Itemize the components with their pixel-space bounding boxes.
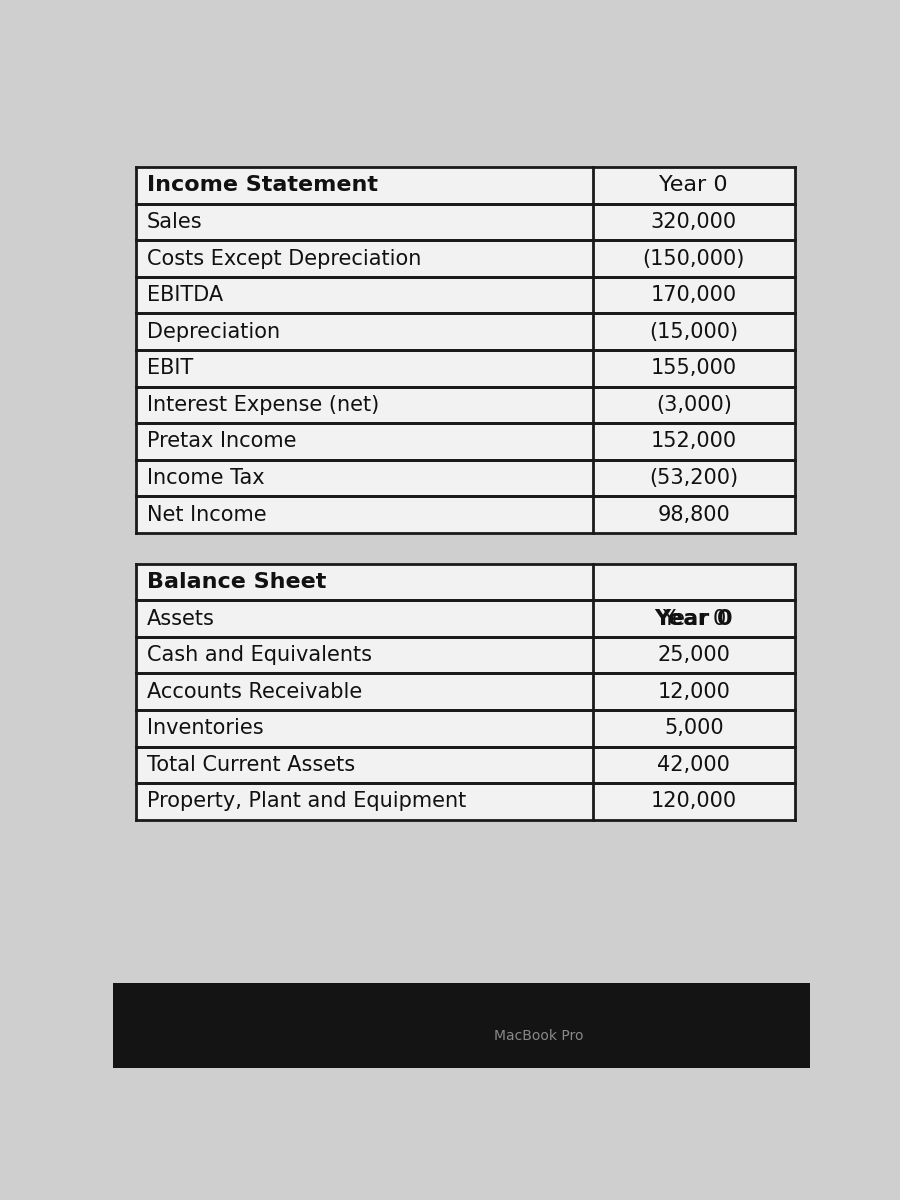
- Bar: [136, 637, 795, 673]
- Text: 320,000: 320,000: [651, 212, 737, 232]
- Text: (3,000): (3,000): [656, 395, 732, 415]
- Bar: [136, 600, 795, 637]
- Text: 42,000: 42,000: [657, 755, 730, 775]
- Text: (150,000): (150,000): [643, 248, 745, 269]
- Bar: [136, 386, 795, 424]
- Text: Year 0: Year 0: [654, 608, 733, 629]
- Bar: [136, 313, 795, 350]
- Text: Sales: Sales: [147, 212, 202, 232]
- Text: (53,200): (53,200): [649, 468, 738, 488]
- Text: Property, Plant and Equipment: Property, Plant and Equipment: [147, 791, 466, 811]
- Text: Cash and Equivalents: Cash and Equivalents: [147, 646, 372, 665]
- Bar: [136, 746, 795, 784]
- Bar: [136, 240, 795, 277]
- Text: Interest Expense (net): Interest Expense (net): [147, 395, 379, 415]
- Text: Total Current Assets: Total Current Assets: [147, 755, 355, 775]
- Bar: [136, 784, 795, 820]
- Text: Income Tax: Income Tax: [147, 468, 265, 488]
- Text: 98,800: 98,800: [657, 504, 730, 524]
- Text: 25,000: 25,000: [657, 646, 730, 665]
- Text: Year 0: Year 0: [660, 175, 728, 196]
- Bar: [136, 167, 795, 204]
- Bar: [136, 673, 795, 710]
- Bar: [136, 710, 795, 746]
- Text: Inventories: Inventories: [147, 719, 263, 738]
- Text: 152,000: 152,000: [651, 432, 737, 451]
- Bar: [112, 983, 810, 1068]
- Text: Assets: Assets: [147, 608, 214, 629]
- Bar: [136, 350, 795, 386]
- Bar: [136, 564, 795, 600]
- Text: 120,000: 120,000: [651, 791, 737, 811]
- Bar: [136, 204, 795, 240]
- Bar: [136, 460, 795, 497]
- Text: Costs Except Depreciation: Costs Except Depreciation: [147, 248, 421, 269]
- Text: (15,000): (15,000): [649, 322, 738, 342]
- Text: 170,000: 170,000: [651, 286, 737, 305]
- Bar: [136, 424, 795, 460]
- Bar: [136, 497, 795, 533]
- Text: Accounts Receivable: Accounts Receivable: [147, 682, 362, 702]
- Bar: [136, 277, 795, 313]
- Text: 12,000: 12,000: [657, 682, 730, 702]
- Text: 155,000: 155,000: [651, 359, 737, 378]
- Text: Net Income: Net Income: [147, 504, 266, 524]
- Text: MacBook Pro: MacBook Pro: [494, 1028, 583, 1043]
- Text: Year 0: Year 0: [662, 608, 726, 629]
- Text: Balance Sheet: Balance Sheet: [147, 572, 326, 592]
- Text: EBITDA: EBITDA: [147, 286, 222, 305]
- Text: Pretax Income: Pretax Income: [147, 432, 296, 451]
- Text: EBIT: EBIT: [147, 359, 193, 378]
- Text: Income Statement: Income Statement: [147, 175, 378, 196]
- Text: Depreciation: Depreciation: [147, 322, 280, 342]
- Text: 5,000: 5,000: [664, 719, 724, 738]
